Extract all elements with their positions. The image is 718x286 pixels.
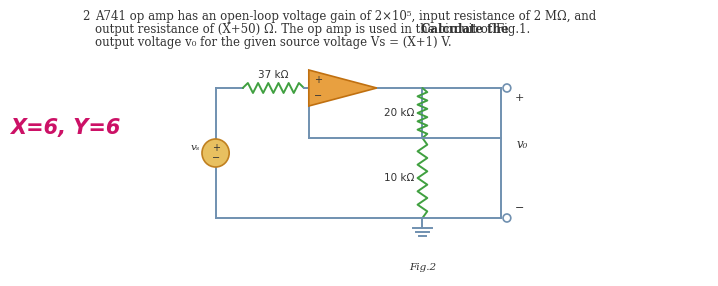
Text: −: − [515, 203, 524, 213]
Text: 2: 2 [83, 10, 90, 23]
Text: 10 kΩ: 10 kΩ [384, 173, 415, 183]
Text: output voltage v₀ for the given source voltage Vs = (X+1) V.: output voltage v₀ for the given source v… [95, 36, 452, 49]
Text: v₀: v₀ [517, 138, 528, 152]
Text: 20 kΩ: 20 kΩ [384, 108, 415, 118]
Text: +: + [515, 93, 524, 103]
Text: output resistance of (X+50) Ω. The op amp is used in the circuit of Fig.1.: output resistance of (X+50) Ω. The op am… [95, 23, 534, 36]
Circle shape [202, 139, 229, 167]
Circle shape [503, 214, 510, 222]
Text: X=6, Y=6: X=6, Y=6 [10, 118, 120, 138]
Circle shape [503, 84, 510, 92]
Polygon shape [309, 70, 377, 106]
Text: +: + [314, 75, 322, 85]
Text: vₛ: vₛ [191, 144, 200, 152]
Text: −: − [314, 91, 322, 101]
Text: A741 op amp has an open-loop voltage gain of 2×10⁵, input resistance of 2 MΩ, an: A741 op amp has an open-loop voltage gai… [95, 10, 597, 23]
Text: −: − [212, 153, 220, 163]
Text: Fig.2: Fig.2 [409, 263, 436, 272]
Text: 37 kΩ: 37 kΩ [258, 70, 289, 80]
Text: +: + [212, 143, 220, 153]
Text: Calculate the: Calculate the [421, 23, 509, 36]
